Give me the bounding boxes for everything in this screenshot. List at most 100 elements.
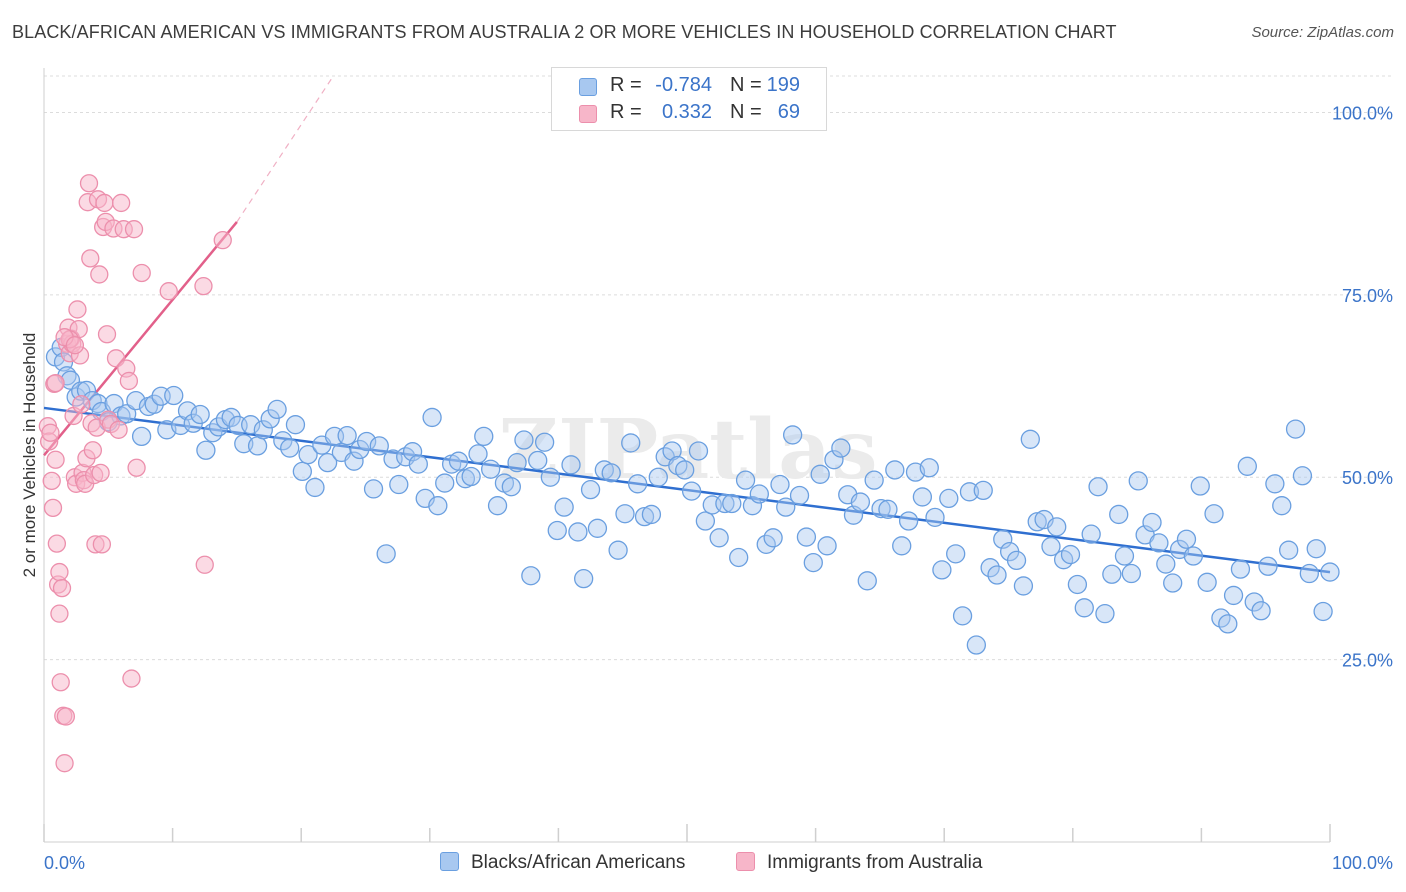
blacks-point [514, 430, 534, 450]
blacks-point [1074, 598, 1094, 618]
blacks-point [298, 444, 318, 465]
blacks-point [952, 606, 973, 626]
blacks-point [402, 442, 423, 462]
blacks-point [507, 452, 527, 473]
australia-point [195, 555, 214, 574]
blacks-point [601, 463, 621, 483]
blacks-point [1299, 563, 1319, 584]
australia-point [46, 450, 65, 469]
blacks-point [803, 552, 823, 573]
y-tick-label-25: 25.0% [1342, 651, 1393, 671]
blacks-point [662, 441, 682, 461]
blacks-point [675, 460, 695, 480]
blacks-point [190, 404, 210, 425]
blacks-point [474, 426, 494, 447]
blacks-point [468, 444, 488, 464]
blacks-point [1149, 533, 1169, 553]
blacks-point [634, 506, 655, 527]
blacks-point [641, 504, 662, 525]
bottom-legend-label: Immigrants from Australia [767, 852, 983, 873]
blacks-point [1197, 572, 1217, 592]
blacks-point [608, 540, 628, 560]
australia-trend-extension [236, 75, 334, 223]
source-label: Source: ZipAtlas.com [1251, 24, 1394, 41]
australia-point [81, 249, 100, 268]
blacks-point [131, 426, 152, 447]
blacks-point [196, 440, 216, 460]
blacks-point [850, 492, 871, 512]
australia-point [92, 535, 112, 554]
blacks-point [1204, 504, 1224, 524]
australia-point [127, 458, 146, 477]
blacks-point [540, 467, 561, 487]
blacks-point [898, 511, 919, 531]
blacks-point [695, 511, 716, 531]
blacks-point [1258, 556, 1278, 576]
blacks-point [260, 409, 280, 429]
bottom-legend-blacks: Blacks/African Americans [440, 852, 685, 874]
blacks-point [946, 544, 966, 564]
blacks-point [1285, 419, 1306, 439]
legend-r-value: 0.332 [661, 101, 712, 123]
blacks-point [461, 466, 481, 487]
blacks-point [428, 496, 448, 516]
blacks-point [1320, 562, 1340, 582]
blacks-point [1218, 614, 1238, 634]
blacks-point [817, 536, 837, 556]
blacks-point [1279, 540, 1299, 560]
bottom-legend-australia: Immigrants from Australia [736, 852, 982, 874]
blacks-point [959, 482, 980, 502]
blacks-point [857, 571, 877, 591]
australia-point [97, 325, 117, 344]
australia-point [159, 282, 178, 301]
blacks-point [1114, 546, 1135, 566]
bottom-legend-label: Blacks/African Americans [471, 852, 686, 873]
blacks-point [554, 497, 574, 517]
blacks-point [568, 522, 588, 542]
blacks-point [487, 496, 508, 516]
blacks-point [1313, 601, 1333, 622]
blacks-point [615, 504, 635, 524]
blacks-point [925, 507, 945, 528]
blacks-point [1306, 539, 1326, 559]
stats-legend: R = -0.784 N = 199 R = 0.332 N = 69 [551, 67, 827, 131]
blacks-point [1102, 564, 1122, 584]
legend-row-australia: R = 0.332 N = 69 [552, 101, 826, 127]
blacks-point [481, 459, 501, 479]
pink-swatch-icon [579, 105, 597, 123]
blue-swatch-icon [579, 78, 597, 96]
blacks-point [221, 407, 241, 428]
blacks-point [627, 474, 648, 494]
blacks-point [939, 488, 959, 509]
blacks-point [878, 499, 898, 519]
australia-point [42, 471, 61, 491]
legend-n-label: N = [730, 74, 762, 96]
blacks-point [356, 431, 377, 452]
blacks-point [987, 565, 1007, 585]
blacks-point [648, 467, 668, 487]
gridlines [44, 75, 1393, 661]
blacks-point [864, 470, 884, 490]
y-tick-label-50: 50.0% [1342, 468, 1393, 488]
blacks-point [1027, 512, 1047, 532]
blacks-point [621, 433, 641, 453]
blacks-point [1060, 544, 1081, 565]
australia-point [122, 669, 141, 688]
blacks-point [280, 438, 300, 458]
blacks-point [729, 547, 749, 568]
legend-r-label: R = [610, 101, 642, 123]
australia-point [46, 373, 65, 393]
blacks-point [337, 426, 357, 446]
blacks-point [1163, 573, 1183, 593]
legend-n-label: N = [730, 101, 762, 123]
blacks-point [932, 560, 952, 580]
blacks-point [363, 479, 384, 499]
legend-n-value: 199 [766, 74, 800, 96]
blacks-point [547, 520, 567, 541]
blacks-point [770, 474, 790, 495]
blacks-point [1272, 496, 1292, 516]
blacks-point [521, 566, 541, 586]
blacks-point [1176, 529, 1197, 549]
australia-point [194, 276, 213, 296]
